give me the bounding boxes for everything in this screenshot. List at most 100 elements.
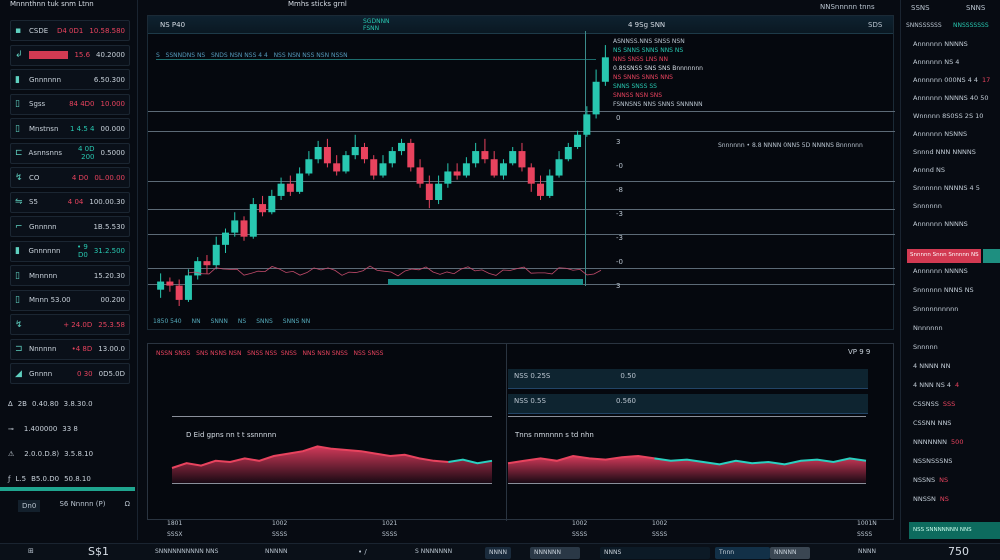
candle (212, 236, 220, 270)
order-row[interactable]: Snnnnnn NNNNS 4 5 (913, 184, 984, 192)
asset-icon: ◢ (15, 368, 22, 379)
candle-body (249, 204, 257, 237)
pill-4[interactable]: Tnnn (715, 547, 770, 559)
asset-name: S5 (29, 198, 38, 206)
asset-price: 40.2000 (96, 51, 125, 59)
order-row[interactable]: Snnnnn (913, 343, 942, 351)
order-row[interactable]: Snnnd NNN NNNNS (913, 148, 980, 156)
order-row[interactable]: NSSNS NS (913, 476, 948, 484)
watchlist-item[interactable]: ▯ Sgss 84 4D0 10.000 (10, 93, 130, 115)
timeframe-label[interactable]: 4 9Sg SNN (628, 21, 666, 29)
watchlist-item[interactable]: ▯ Mnstnsn 1 4.5 4 00.000 (10, 118, 130, 139)
watchlist-item[interactable]: ⌐ Gnnnnn 1B.5.530 (10, 216, 130, 237)
buy-button[interactable] (983, 249, 1000, 263)
order-row[interactable]: Snnnnnn NNNS NS (913, 286, 978, 294)
candle-body (175, 285, 183, 300)
watchlist-item[interactable]: ▪ CSDE D4 0D1 10.58.580 (10, 20, 130, 41)
watchlist-item[interactable]: ▯ Mnnnnn 15.20.30 (10, 265, 130, 286)
settings-label[interactable]: SDS (868, 21, 883, 29)
asset-change: 84 4D0 (69, 100, 95, 108)
confirm-button[interactable]: NSS SNNNNNNN NNS (909, 522, 1000, 539)
order-row[interactable]: Snnnnnnnnnn (913, 305, 962, 313)
price-annotation: SNNS SNSS SS (613, 83, 657, 90)
asset-name: Gnnnn (29, 369, 53, 378)
candle-body (360, 147, 368, 160)
candle (157, 273, 165, 298)
watchlist-item[interactable]: ⊐ Nnnnnn •4 8D 13.00.0 (10, 338, 130, 360)
pill-2[interactable]: NNNNNN (530, 547, 580, 559)
asset-icon: ▮ (15, 74, 20, 85)
candle (509, 147, 517, 166)
watchlist-item[interactable]: ↲ 15.6 40.2000 (10, 44, 130, 66)
watchlist-item[interactable]: ▮ Gnnnnnn • 9 D0 31.2.500 (10, 240, 130, 262)
candle-body (259, 204, 267, 213)
candle (564, 142, 572, 162)
order-row[interactable]: Annnnnn NNNNS (913, 220, 972, 228)
footer-row: Dn0 S6 Nnnnn (P) Ω (15, 497, 133, 515)
order-row[interactable]: Annnnnn NNNNS 40 50 (913, 94, 992, 102)
asset-price: 10.58.580 (89, 26, 125, 35)
order-row[interactable]: Annnnnn 000NS 4 4 17 (913, 76, 990, 84)
order-row[interactable]: CSSNN NNS (913, 419, 955, 427)
pill-1[interactable]: NNNN (485, 547, 511, 559)
area-chart-2-fill (508, 456, 866, 483)
candle (435, 175, 443, 205)
pill-3[interactable]: NNNS (600, 547, 710, 559)
candle-body (425, 183, 433, 200)
footer-button[interactable]: Dn0 (18, 500, 41, 512)
asset-icon: ⌐ (15, 221, 23, 232)
watchlist-item[interactable]: ↯ + 24.0D 25.3.58 (10, 314, 130, 335)
watchlist-item[interactable]: ⇋ S5 4 04 100.00.30 (10, 191, 130, 213)
chart-toolbar[interactable]: S SSNNDNS NS SNDS NSN NSS 4 4 NSS NSN NS… (156, 52, 596, 60)
order-row[interactable]: Nnnnnnn (913, 324, 947, 332)
order-row[interactable]: Wnnnnn 8S0SS 2S 10 (913, 112, 987, 120)
asset-name: Mnnn 53.00 (29, 296, 71, 304)
watchlist-item[interactable]: ▯ Mnnn 53.00 00.200 (10, 289, 130, 311)
order-row-text: Annnnnn 000NS 4 4 (913, 76, 979, 84)
grid-icon: ⊞ (28, 547, 34, 555)
order-row[interactable]: NNNNNNN 500 (913, 438, 963, 446)
candle-body (592, 81, 600, 115)
candle (546, 169, 554, 198)
top-menu[interactable]: NNSnnnnn tnns (820, 3, 875, 11)
order-row[interactable]: Annnnnn NSNNS (913, 130, 971, 138)
status-right-label: NNNN (858, 548, 876, 555)
info-box-2-label: NSS 0.5S (514, 397, 546, 405)
candle-body (601, 57, 609, 82)
candle (379, 155, 387, 178)
order-row[interactable]: 4 NNNN NN (913, 362, 954, 370)
bottom-controls[interactable]: VP 9 9 (848, 348, 871, 356)
order-row[interactable]: NSSNSSSNS (913, 457, 956, 465)
order-row[interactable]: Annnnnn NNNNS (913, 40, 972, 48)
order-row[interactable]: CSSNSS SSS (913, 400, 955, 408)
candle-body (435, 183, 443, 200)
order-row-text: Wnnnnn 8S0SS 2S 10 (913, 112, 984, 120)
pill-5[interactable]: NNNNN (770, 547, 810, 559)
asset-price: 0.5000 (100, 149, 126, 157)
x-tick: 1001N (857, 520, 877, 527)
sell-button[interactable]: Snnnnn Snnn Snnnnn NS (907, 249, 981, 263)
candlestick-chart[interactable]: NS P40 SGDNNN FSNN 4 9Sg SNN SDS S SSNND… (147, 15, 895, 330)
watchlist-item[interactable]: ⊏ Asnnsnns 4 0D 200 0.5000 (10, 142, 130, 164)
balance-value: S$1 (88, 545, 109, 558)
order-row[interactable]: Annnd NS (913, 166, 949, 174)
area-chart-2-line (507, 454, 655, 465)
candle-body (305, 159, 313, 174)
status-label-4: S NNNNNNN (415, 548, 453, 555)
info-icon[interactable]: Ω (124, 500, 130, 508)
order-row[interactable]: Annnnnn NS 4 (913, 58, 963, 66)
candle (407, 138, 415, 172)
top-center-title: Mmhs sticks grnl (288, 0, 347, 8)
watchlist-item[interactable]: ↯ CO 4 D0 0L.00.00 (10, 167, 130, 188)
watchlist-item[interactable]: ▮ Gnnnnnn 6.50.300 (10, 69, 130, 90)
candle-body (203, 261, 211, 266)
order-row[interactable]: Annnnnn NNNNS (913, 267, 972, 275)
watchlist-sidebar: ▪ CSDE D4 0D1 10.58.580 ↲ 15.6 40.2000 ▮ Gnnnnnn… (0, 0, 138, 540)
asset-icon: ▮ (15, 246, 20, 256)
watchlist-item[interactable]: ◢ Gnnnn 0 30 0D5.0D (10, 363, 130, 384)
asset-price: 25.3.58 (98, 320, 125, 329)
mid-annotation: Snnnnnn • 8.8 NNNN 0NN5 5D NNNNS Bnnnnnn (718, 142, 863, 149)
order-row[interactable]: Snnnnnn (913, 202, 946, 210)
order-row[interactable]: NNSSN NS (913, 495, 949, 503)
